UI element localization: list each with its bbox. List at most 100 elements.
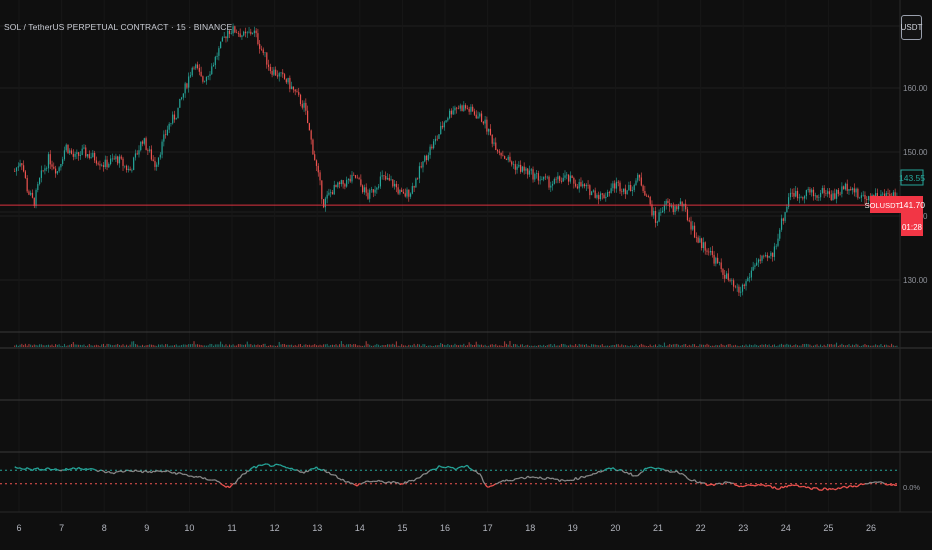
oscillator-segment <box>229 485 232 489</box>
volume-bar <box>291 344 293 347</box>
candle-body <box>161 141 163 155</box>
volume-bar <box>495 344 497 347</box>
candle-body <box>115 156 117 160</box>
volume-bar <box>635 344 637 347</box>
candle-body <box>157 157 160 165</box>
candle-body <box>236 32 238 34</box>
candle-body <box>867 196 870 200</box>
oscillator-segment <box>154 470 158 473</box>
last-price-label: 143.55 <box>899 169 925 186</box>
volume-bar <box>603 345 605 347</box>
oscillator-segment <box>117 470 120 473</box>
volume-bar <box>828 344 830 347</box>
candle-body <box>658 212 660 222</box>
oscillator-segment <box>790 484 793 487</box>
candle-body <box>885 193 887 198</box>
volume-bar <box>447 344 449 347</box>
oscillator-segment <box>658 467 662 470</box>
candle-body <box>537 173 539 181</box>
oscillator-segment <box>699 481 703 484</box>
volume-bar <box>578 344 580 347</box>
oscillator-segment <box>468 467 472 470</box>
candle-body <box>79 154 82 156</box>
oscillator-segment <box>676 470 680 474</box>
volume-bar <box>376 343 378 347</box>
candle-body <box>468 108 470 112</box>
volume-bar <box>619 345 621 347</box>
candle-body <box>310 130 312 140</box>
volume-bar <box>546 345 548 347</box>
oscillator-segment <box>561 478 564 481</box>
candle-body <box>530 169 532 171</box>
candle-body <box>198 67 200 72</box>
volume-bar <box>51 344 53 347</box>
candle-body <box>177 107 179 119</box>
candle-body <box>615 181 618 189</box>
volume-bar <box>126 344 128 347</box>
volume-bar <box>227 345 229 347</box>
candle-body <box>512 164 515 165</box>
volume-bar <box>255 345 257 347</box>
volume-bar <box>347 344 349 347</box>
volume-bar <box>631 345 633 347</box>
candle-body <box>804 196 806 199</box>
candle-body <box>672 205 674 213</box>
candle-body <box>189 75 192 77</box>
volume-bar <box>140 345 142 347</box>
oscillator-segment <box>591 473 594 476</box>
candle-body <box>111 158 113 160</box>
oscillator-segment <box>827 487 830 491</box>
currency-button[interactable]: USDT <box>901 15 922 40</box>
volume-bar <box>553 344 555 347</box>
price-tick-label: 150.00 <box>903 148 928 157</box>
volume-bar <box>599 345 601 347</box>
oscillator-segment <box>711 483 715 487</box>
candle-body <box>479 113 481 117</box>
oscillator-segment <box>891 483 894 486</box>
candle-body <box>85 147 87 157</box>
volume-bar <box>191 343 193 347</box>
volume-bar <box>481 344 483 347</box>
candle-body <box>528 170 531 175</box>
volume-bar <box>381 344 383 347</box>
volume-bar <box>216 344 218 347</box>
candle-body <box>154 160 156 167</box>
candle-body <box>156 164 158 167</box>
oscillator-segment <box>688 479 692 482</box>
oscillator-segment <box>41 468 44 471</box>
volume-bar <box>399 345 401 347</box>
candle-body <box>415 178 417 188</box>
oscillator-segment <box>291 467 294 471</box>
candle-body <box>358 178 360 180</box>
candle-body <box>470 106 472 112</box>
candle-body <box>227 30 229 39</box>
candle-body <box>150 149 153 160</box>
volume-bar <box>670 344 672 347</box>
volume-bar <box>333 344 335 347</box>
candle-body <box>635 180 637 185</box>
candle-body <box>665 200 667 206</box>
candle-body <box>51 164 53 167</box>
oscillator-segment <box>639 471 642 475</box>
volume-bar <box>246 341 248 347</box>
candle-body <box>725 273 728 279</box>
volume-bar <box>576 345 578 347</box>
volume-bar <box>655 344 657 347</box>
volume-bar <box>527 344 529 347</box>
candle-body <box>15 167 18 172</box>
oscillator-segment <box>147 470 150 474</box>
candle-body <box>69 150 71 154</box>
candle-body <box>131 170 133 171</box>
oscillator-segment <box>150 470 154 474</box>
oscillator-segment <box>745 484 749 487</box>
candle-body <box>496 149 499 152</box>
volume-bar <box>825 345 827 347</box>
volume-bar <box>669 344 671 347</box>
symbol-title[interactable]: SOL / TetherUS PERPETUAL CONTRACT · 15 ·… <box>4 22 233 32</box>
candle-body <box>601 193 603 195</box>
oscillator-segment <box>399 483 402 486</box>
candle-body <box>255 30 257 34</box>
volume-bar <box>488 345 490 347</box>
candle-body <box>569 175 571 182</box>
